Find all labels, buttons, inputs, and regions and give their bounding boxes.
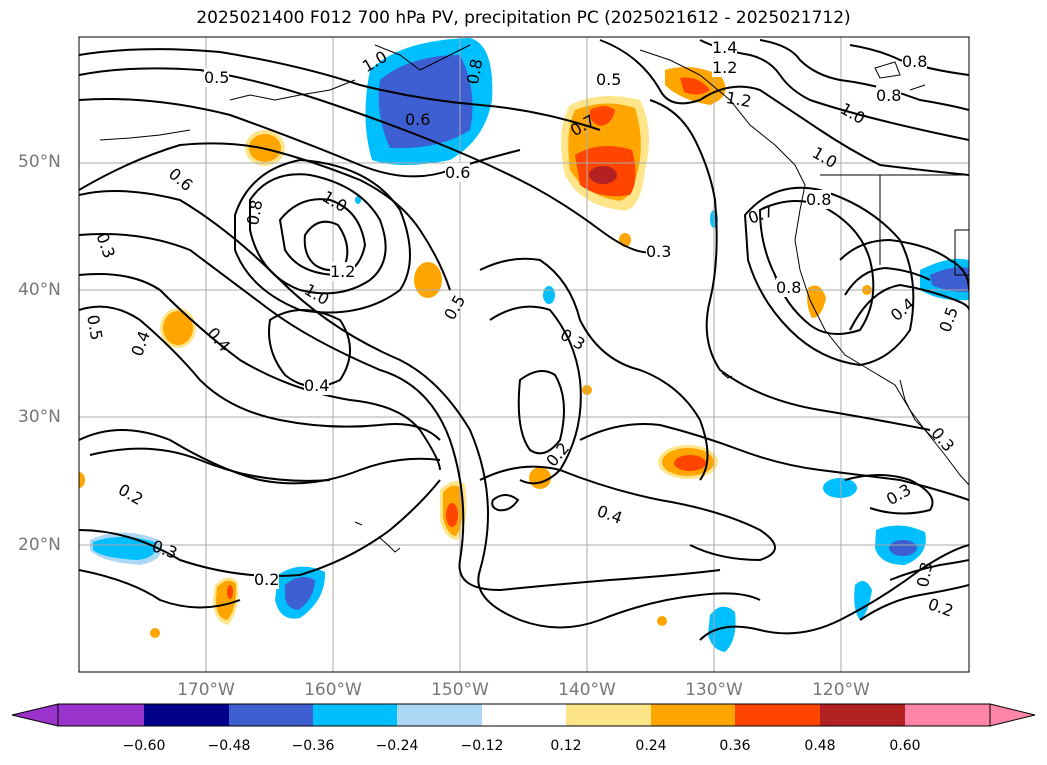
contour-label: 0.2 [254,570,280,589]
colorbar-tick: −0.12 [460,738,504,754]
contour-label: 0.6 [405,110,431,129]
lon-label-170w: 170°W [177,680,235,700]
colorbar [11,703,1036,727]
lon-label-140w: 140°W [558,680,616,700]
map-frame [78,36,970,673]
colorbar-tick: −0.36 [291,738,335,754]
lat-label-40n: 40°N [18,280,61,300]
contour-label: 0.8 [902,52,928,71]
colorbar-tick: 0.24 [635,738,667,754]
lon-label-150w: 150°W [431,680,489,700]
colorbar-tick: −0.48 [207,738,251,754]
colorbar-tick: 0.60 [889,738,921,754]
colorbar-tick: −0.24 [375,738,419,754]
colorbar-tick: 0.12 [550,738,582,754]
contour-label: 0.8 [776,278,802,297]
contour-label: 1.2 [712,58,738,77]
lat-label-30n: 30°N [18,407,61,427]
contour-label: 0.5 [204,68,230,87]
colorbar-tick: 0.48 [804,738,836,754]
contour-label: 0.8 [876,86,902,105]
colorbar-tick: −0.60 [122,738,166,754]
contour-label: 0.6 [445,163,471,182]
lon-label-160w: 160°W [304,680,362,700]
contour-label: 1.2 [330,262,356,281]
contour-label: 1.4 [712,38,738,57]
pv-contours [79,39,969,641]
gridlines [79,37,969,672]
lat-label-50n: 50°N [18,152,61,172]
contour-label: 0.4 [304,376,330,395]
contour-label: 0.3 [646,242,672,261]
colorbar-tick: 0.36 [719,738,751,754]
map-area [79,37,969,672]
contour-label: 0.8 [806,190,832,209]
map-title: 2025021400 F012 700 hPa PV, precipitatio… [196,8,851,28]
contour-label: 0.5 [596,70,622,89]
lon-label-130w: 130°W [685,680,743,700]
lat-label-20n: 20°N [18,535,61,555]
lon-label-120w: 120°W [812,680,870,700]
coastlines [99,44,969,553]
